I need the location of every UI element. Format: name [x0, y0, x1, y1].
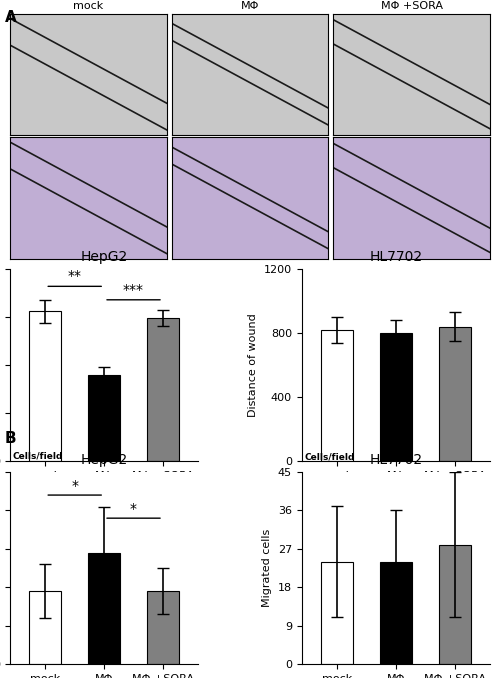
- Text: B: B: [5, 431, 16, 445]
- Text: A: A: [5, 10, 17, 25]
- Bar: [380, 333, 412, 462]
- Y-axis label: Distance of wound: Distance of wound: [248, 313, 258, 417]
- Text: *: *: [71, 479, 78, 493]
- Title: HL7702: HL7702: [370, 453, 422, 466]
- Bar: [321, 562, 353, 664]
- Bar: [321, 330, 353, 462]
- Title: HepG2: HepG2: [80, 453, 128, 466]
- Bar: [438, 327, 471, 462]
- Bar: [29, 591, 62, 664]
- Bar: [147, 591, 179, 664]
- Bar: [380, 562, 412, 664]
- Bar: [29, 311, 62, 462]
- Text: Cells/field: Cells/field: [13, 452, 64, 460]
- Title: HepG2: HepG2: [80, 250, 128, 264]
- Title: HL7702: HL7702: [370, 250, 422, 264]
- Bar: [88, 375, 120, 462]
- Text: **: **: [68, 269, 82, 283]
- Bar: [147, 318, 179, 462]
- Y-axis label: Migrated cells: Migrated cells: [262, 529, 272, 607]
- Title: MΦ: MΦ: [241, 1, 259, 12]
- Bar: [88, 553, 120, 664]
- Bar: [438, 544, 471, 664]
- Text: ***: ***: [123, 283, 144, 297]
- Title: MΦ +SORA: MΦ +SORA: [380, 1, 442, 12]
- Text: *: *: [130, 502, 137, 516]
- Text: Cells/field: Cells/field: [304, 452, 355, 461]
- Title: mock: mock: [74, 1, 104, 12]
